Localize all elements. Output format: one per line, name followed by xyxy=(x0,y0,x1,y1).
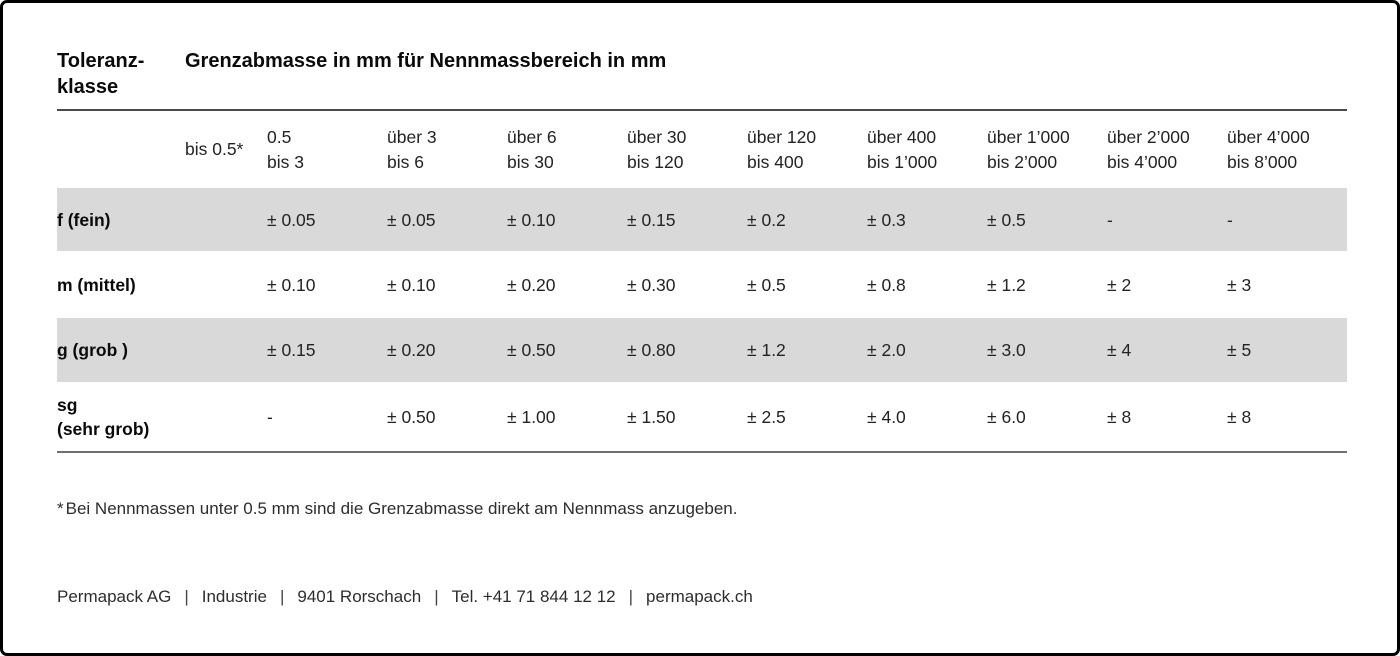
footer-company: Permapack AG xyxy=(57,587,172,606)
column-header-ueber-6-bis-30: über 6 bis 30 xyxy=(507,126,557,172)
value-cell: ± 0.05 xyxy=(387,209,436,230)
tolerance-class-heading-line1: Toleranz- xyxy=(57,50,145,72)
row-label-m-mittel: m (mittel) xyxy=(57,274,136,295)
value-cell: ± 0.80 xyxy=(627,340,676,360)
value-cell: ± 8 xyxy=(1107,406,1132,427)
value-cell: ± 4.0 xyxy=(867,406,906,427)
value-cell: ± 0.8 xyxy=(867,274,906,295)
column-header-ueber-120-bis-400: über 120 bis 400 xyxy=(747,126,817,172)
footnote-text: Bei Nennmassen unter 0.5 mm sind die Gre… xyxy=(65,499,738,518)
value-cell: ± 1.50 xyxy=(627,406,676,427)
column-header-ueber-2000-bis-4000: über 2’000 bis 4’000 xyxy=(1107,126,1190,172)
table-title: Grenzabmasse in mm für Nennmassbereich i… xyxy=(185,50,667,72)
footer-separator: | xyxy=(434,587,439,606)
divider-top xyxy=(57,109,1347,111)
value-cell: ± 2.0 xyxy=(867,340,906,360)
divider-bottom xyxy=(57,451,1347,453)
value-cell: ± 5 xyxy=(1227,340,1252,360)
footer-city: 9401 Rorschach xyxy=(297,587,422,606)
row-label-sg-sehr-grob: sg (sehr grob) xyxy=(57,394,150,439)
row-label-f-fein: f (fein) xyxy=(57,209,111,230)
value-cell: ± 0.20 xyxy=(507,274,556,295)
value-cell: ± 0.50 xyxy=(387,406,436,427)
value-cell: ± 6.0 xyxy=(987,406,1026,427)
tolerance-class-heading: Toleranz- klasse xyxy=(57,48,185,100)
value-cell: ± 2 xyxy=(1107,274,1132,295)
value-cell: ± 0.50 xyxy=(507,340,556,360)
column-header-bis-0-5: bis 0.5* xyxy=(185,139,244,159)
value-cell: ± 0.5 xyxy=(987,209,1026,230)
table-row-sg-sehr-grob: sg (sehr grob) - ± 0.50 ± 1.00 ± 1.50 ± … xyxy=(57,382,1347,451)
column-header-row: bis 0.5* 0.5 bis 3 über 3 bis 6 über 6 b… xyxy=(57,111,1347,188)
value-cell: ± 0.10 xyxy=(267,274,316,295)
footnote: * Bei Nennmassen unter 0.5 mm sind die Gr… xyxy=(57,499,1347,519)
value-cell: ± 2.5 xyxy=(747,406,786,427)
value-cell: - xyxy=(1227,209,1233,230)
value-cell: - xyxy=(267,406,273,427)
value-cell: - xyxy=(1107,209,1113,230)
row-label-g-grob: g (grob ) xyxy=(57,340,128,360)
value-cell: ± 0.15 xyxy=(267,340,316,360)
value-cell: ± 0.2 xyxy=(747,209,786,230)
footnote-asterisk: * xyxy=(57,499,64,518)
footer-separator: | xyxy=(279,587,285,606)
column-header-ueber-3-bis-6: über 3 bis 6 xyxy=(387,126,437,172)
table-row-f-fein: f (fein) ± 0.05 ± 0.05 ± 0.10 ± 0.15 ± 0… xyxy=(57,188,1347,251)
column-header-ueber-1000-bis-2000: über 1’000 bis 2’000 xyxy=(987,126,1070,172)
page-content: Toleranz- klasse Grenzabmasse in mm für … xyxy=(3,3,1347,607)
value-cell: ± 3 xyxy=(1227,274,1252,295)
value-cell: ± 8 xyxy=(1227,406,1252,427)
value-cell: ± 0.20 xyxy=(387,340,436,360)
value-cell: ± 1.2 xyxy=(987,274,1026,295)
value-cell: ± 0.5 xyxy=(747,274,786,295)
value-cell: ± 0.10 xyxy=(507,209,556,230)
table-row-m-mittel: m (mittel) ± 0.10 ± 0.10 ± 0.20 ± 0.30 ±… xyxy=(57,251,1347,318)
value-cell: ± 0.30 xyxy=(627,274,676,295)
column-header-ueber-4000-bis-8000: über 4’000 bis 8’000 xyxy=(1227,126,1310,172)
footer-separator: | xyxy=(628,587,634,606)
footer-street: Industrie xyxy=(201,587,267,606)
footer-phone: Tel. +41 71 844 12 12 xyxy=(451,587,616,606)
footer-separator: | xyxy=(184,587,189,606)
value-cell: ± 1.00 xyxy=(507,406,556,427)
column-header-ueber-30-bis-120: über 30 bis 120 xyxy=(627,126,687,172)
value-cell: ± 0.3 xyxy=(867,209,906,230)
tolerance-class-heading-line2: klasse xyxy=(57,76,119,98)
value-cell: ± 0.05 xyxy=(267,209,316,230)
value-cell: ± 4 xyxy=(1107,340,1132,360)
footer-website: permapack.ch xyxy=(646,587,753,606)
value-cell: ± 0.10 xyxy=(387,274,436,295)
table-row-g-grob: g (grob ) ± 0.15 ± 0.20 ± 0.50 ± 0.80 ± … xyxy=(57,318,1347,382)
footer-contact-line: Permapack AG | Industrie | 9401 Rorschach | Te… xyxy=(57,587,1347,607)
value-cell: ± 0.15 xyxy=(627,209,676,230)
title-row: Toleranz- klasse Grenzabmasse in mm für … xyxy=(57,48,1347,100)
value-cell: ± 1.2 xyxy=(747,340,786,360)
value-cell: ± 3.0 xyxy=(987,340,1026,360)
column-header-0-5-bis-3: 0.5 bis 3 xyxy=(267,126,304,172)
column-header-ueber-400-bis-1000: über 400 bis 1’000 xyxy=(867,126,938,172)
